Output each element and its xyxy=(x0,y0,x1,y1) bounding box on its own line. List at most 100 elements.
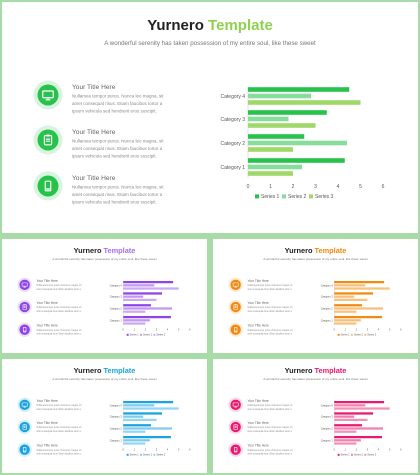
category-tick-label: Category 1 xyxy=(221,165,246,171)
x-tick-label: 3 xyxy=(314,184,317,190)
x-tick-label: 1 xyxy=(134,329,136,332)
item-body-line: Nullamea tempor purus. Nunca leo magna, … xyxy=(36,329,81,332)
legend-label: Series 2 xyxy=(354,454,364,457)
x-tick-label: 2 xyxy=(145,329,147,332)
item-heading: Your Title Here xyxy=(36,421,58,425)
item-body-line: amet consequat risus. Etiam faucibus tor… xyxy=(247,333,292,336)
item-body-line: amet consequat risus. Etiam faucibus tor… xyxy=(36,333,81,336)
category-tick-label: Category 4 xyxy=(110,404,123,407)
x-tick-label: 3 xyxy=(156,449,158,452)
item-heading: Your Title Here xyxy=(72,129,116,136)
bar-series-1 xyxy=(123,304,151,307)
bar-series-2 xyxy=(334,284,366,287)
legend-swatch xyxy=(282,194,286,199)
bar-series-3 xyxy=(334,430,357,433)
item-body-line: ipsum vehicula sed hendrerit eros suscip… xyxy=(72,200,157,205)
slide-canvas: Yurnero Template A wonderful serenity has… xyxy=(17,246,191,337)
category-tick-label: Category 2 xyxy=(221,141,246,147)
item-heading: Your Title Here xyxy=(36,399,58,403)
item-heading: Your Title Here xyxy=(72,175,116,182)
category-tick-label: Category 2 xyxy=(321,427,334,430)
phone-body xyxy=(23,446,27,453)
x-tick-label: 1 xyxy=(345,449,347,452)
legend-label: Series 3 xyxy=(315,194,334,200)
bar-series-2 xyxy=(123,319,150,322)
legend-swatch xyxy=(364,453,367,456)
item-body-line: ipsum vehicula sed hendrerit eros suscip… xyxy=(72,109,157,114)
category-tick-label: Category 4 xyxy=(221,94,246,100)
x-tick-label: 4 xyxy=(337,184,340,190)
bar-series-3 xyxy=(334,442,357,445)
bar-series-1 xyxy=(334,400,385,404)
slide-canvas: Yurnero Template A wonderful serenity has… xyxy=(228,246,402,337)
bar-series-3 xyxy=(334,418,368,421)
item-heading: Your Title Here xyxy=(36,279,58,283)
item-body-line: amet consequat risus. Etiam faucibus tor… xyxy=(36,288,81,291)
x-tick-label: 1 xyxy=(345,329,347,332)
bar-series-3 xyxy=(334,298,368,301)
category-tick-label: Category 3 xyxy=(321,416,334,419)
item-body-line: Nullamea tempor purus. Nunca leo magna, … xyxy=(36,449,81,452)
title-primary-word: Yurnero xyxy=(74,246,104,255)
x-tick-label: 2 xyxy=(145,449,147,452)
category-tick-label: Category 1 xyxy=(110,439,123,442)
legend-swatch xyxy=(337,453,340,456)
legend-swatch xyxy=(126,333,129,336)
clipboard-clip xyxy=(23,424,26,426)
bar-series-1 xyxy=(123,435,171,439)
legend-swatch xyxy=(126,453,129,456)
icon-circle xyxy=(37,175,59,197)
x-tick-label: 6 xyxy=(189,329,191,332)
x-tick-label: 1 xyxy=(134,449,136,452)
legend-label: Series 2 xyxy=(143,454,153,457)
slide-thumbnail-blue[interactable]: Yurnero Template A wonderful serenity has… xyxy=(2,359,207,473)
legend-label: Series 2 xyxy=(354,334,364,337)
item-body-line: Nullamea tempor purus. Nunca leo magna, … xyxy=(72,139,164,144)
item-heading: Your Title Here xyxy=(247,324,269,328)
bar-series-1 xyxy=(123,424,151,427)
bar-series-3 xyxy=(123,418,157,421)
slide-thumbnail-orange[interactable]: Yurnero Template A wonderful serenity has… xyxy=(213,239,418,353)
bar-series-2 xyxy=(334,427,384,430)
bar-series-2 xyxy=(248,164,302,170)
icon-circle xyxy=(19,421,30,433)
bar-series-2 xyxy=(334,295,355,298)
item-body-line: Nullamea tempor purus. Nunca leo magna, … xyxy=(247,449,292,452)
icon-circle xyxy=(230,421,241,433)
category-tick-label: Category 1 xyxy=(321,319,334,322)
bar-series-1 xyxy=(123,400,174,404)
bar-series-3 xyxy=(123,287,179,290)
bar-series-3 xyxy=(248,100,361,105)
x-tick-label: 3 xyxy=(367,449,369,452)
title-primary-word: Yurnero xyxy=(74,366,104,375)
category-tick-label: Category 3 xyxy=(110,296,123,299)
item-heading: Your Title Here xyxy=(36,444,58,448)
x-tick-label: 1 xyxy=(269,184,272,190)
x-tick-label: 5 xyxy=(359,184,362,190)
bar-series-3 xyxy=(248,147,293,152)
clipboard-clip xyxy=(234,304,237,306)
item-body-line: amet consequat risus. Etiam faucibus tor… xyxy=(72,101,163,106)
slide-thumbnail-purple[interactable]: Yurnero Template A wonderful serenity has… xyxy=(2,239,207,353)
slide-title: Yurnero Template xyxy=(285,246,347,255)
legend-label: Series 1 xyxy=(341,334,351,337)
slide-subtitle: A wonderful serenity has taken possessio… xyxy=(263,257,367,261)
clipboard-clip xyxy=(234,424,237,426)
slide-thumbnail-pink[interactable]: Yurnero Template A wonderful serenity has… xyxy=(213,359,418,473)
bar-series-2 xyxy=(334,415,355,418)
category-tick-label: Category 3 xyxy=(110,416,123,419)
category-tick-label: Category 3 xyxy=(221,117,246,123)
item-body-line: amet consequat risus. Etiam faucibus tor… xyxy=(72,146,163,151)
item-heading: Your Title Here xyxy=(247,444,269,448)
legend-swatch xyxy=(350,333,353,336)
title-accent-word: Template xyxy=(104,366,136,375)
legend-swatch xyxy=(153,333,156,336)
title-accent-word: Template xyxy=(208,17,273,34)
legend-label: Series 3 xyxy=(367,334,377,337)
item-body-line: amet consequat risus. Etiam faucibus tor… xyxy=(247,408,292,411)
slide-title: Yurnero Template xyxy=(74,366,136,375)
clipboard-clip xyxy=(23,304,26,306)
legend-swatch xyxy=(350,453,353,456)
